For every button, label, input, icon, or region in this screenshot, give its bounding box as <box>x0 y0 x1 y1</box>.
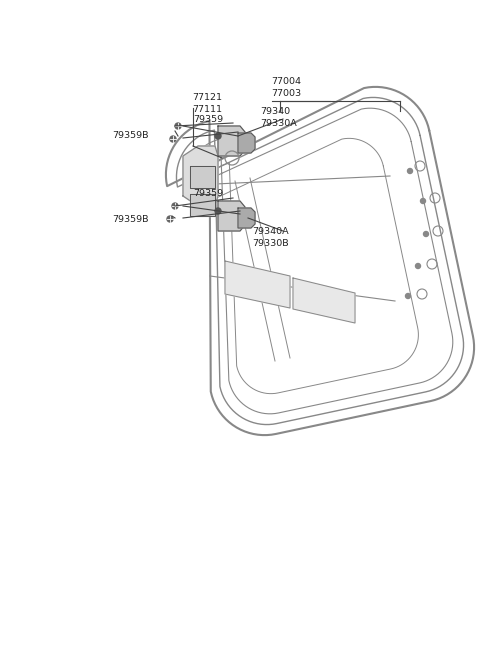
Text: 79330B: 79330B <box>252 239 288 247</box>
Text: 77004: 77004 <box>271 77 301 87</box>
Text: 79359: 79359 <box>193 190 223 199</box>
Circle shape <box>215 208 221 214</box>
Polygon shape <box>218 126 245 156</box>
Text: 77003: 77003 <box>271 89 301 98</box>
Polygon shape <box>293 278 355 323</box>
Circle shape <box>170 136 176 142</box>
Circle shape <box>215 133 221 139</box>
Polygon shape <box>238 133 255 153</box>
Text: 79359: 79359 <box>193 115 223 123</box>
Polygon shape <box>183 146 218 206</box>
Text: 79340A: 79340A <box>252 226 288 236</box>
Polygon shape <box>225 261 290 308</box>
Text: 79359B: 79359B <box>112 215 148 224</box>
Polygon shape <box>190 166 215 188</box>
Polygon shape <box>238 208 255 228</box>
Text: 79340: 79340 <box>260 108 290 117</box>
Circle shape <box>175 123 181 129</box>
Text: 77111: 77111 <box>192 106 222 115</box>
Circle shape <box>423 232 429 237</box>
Polygon shape <box>190 194 215 216</box>
Circle shape <box>420 199 425 203</box>
Text: 77121: 77121 <box>192 94 222 102</box>
Circle shape <box>408 169 412 173</box>
Text: 79359B: 79359B <box>112 131 148 140</box>
Circle shape <box>416 264 420 268</box>
Polygon shape <box>218 201 245 231</box>
Circle shape <box>167 216 173 222</box>
Circle shape <box>406 293 410 298</box>
Text: 79330A: 79330A <box>260 119 297 129</box>
Circle shape <box>172 203 178 209</box>
